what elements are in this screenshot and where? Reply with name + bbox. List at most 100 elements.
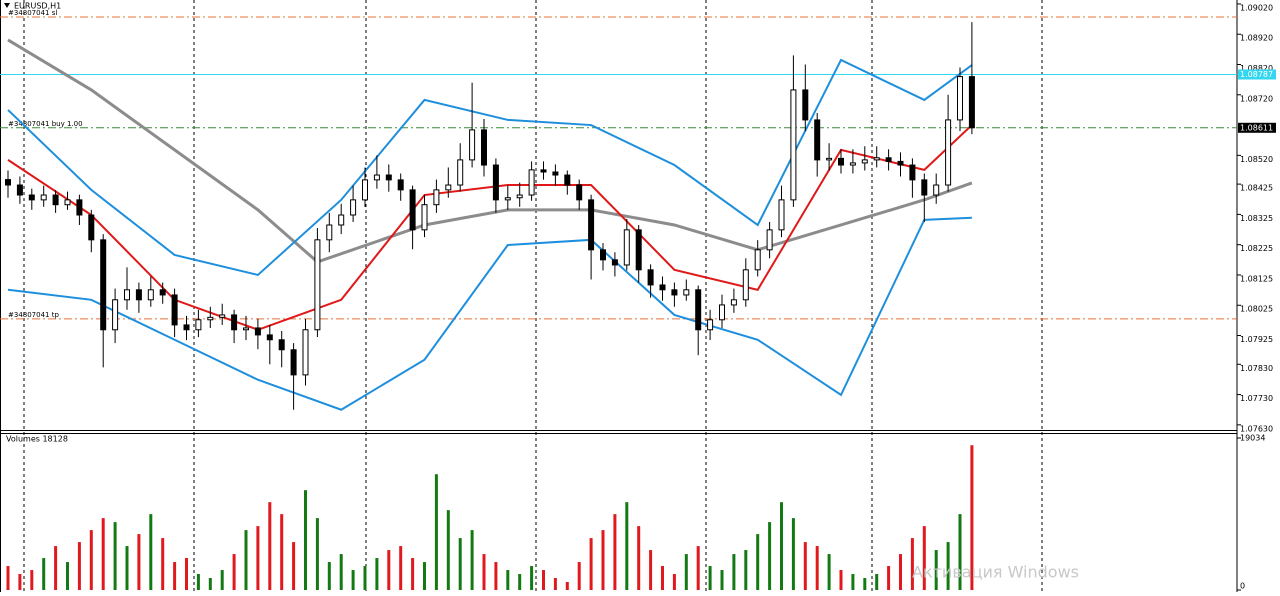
volume-bar	[173, 562, 177, 590]
candle-body	[243, 327, 249, 331]
volume-bar	[934, 550, 938, 590]
candle-body	[671, 289, 678, 296]
y-tick-label: 1.07630	[1240, 424, 1273, 433]
volume-bar	[756, 534, 760, 590]
candle-body	[695, 289, 702, 331]
candle-body	[433, 189, 440, 206]
volume-bar	[208, 578, 212, 590]
candle-body	[504, 197, 511, 201]
volume-bar	[518, 574, 522, 590]
volume-bar	[101, 518, 105, 590]
y-tick-label: 1.08425	[1240, 184, 1273, 193]
price-label-box	[1238, 69, 1276, 80]
volume-bar	[958, 514, 962, 590]
volume-bar	[375, 558, 379, 590]
candle-body	[719, 304, 725, 321]
volume-bar	[54, 546, 58, 590]
volume-bar	[292, 542, 296, 590]
candle-body	[754, 249, 761, 271]
volume-bar	[744, 550, 748, 590]
volume-bar	[232, 554, 236, 590]
volume-bar	[30, 570, 34, 590]
candle-body	[873, 157, 880, 161]
candle-body	[195, 319, 202, 331]
candle-body	[362, 179, 368, 201]
volume-bar	[720, 570, 724, 590]
volume-bar	[327, 562, 331, 590]
level-label: #34807041 sl	[8, 9, 57, 17]
candle-body	[861, 159, 868, 164]
y-tick-label: 1.08820	[1240, 64, 1273, 73]
candle-body	[135, 289, 142, 301]
indicator-line	[7, 216, 972, 411]
candle-body	[28, 194, 35, 201]
y-tick-label: 1.07730	[1240, 394, 1273, 403]
volume-bar	[946, 542, 950, 590]
candle-body	[64, 199, 71, 206]
volume-bar	[399, 546, 403, 590]
volume-bar	[649, 550, 653, 590]
candle-body	[183, 324, 190, 331]
volume-bar	[6, 566, 10, 590]
candle-body	[112, 299, 119, 331]
volume-bar	[530, 566, 534, 590]
volume-bar	[887, 566, 891, 590]
volume-bar	[661, 566, 664, 590]
candle-body	[552, 171, 559, 176]
y-tick-label: 1.08025	[1240, 305, 1273, 314]
volume-bar	[553, 578, 557, 590]
candle-body	[564, 174, 571, 186]
volume-bar	[434, 474, 438, 590]
volume-bar	[423, 562, 426, 590]
candle-body	[766, 229, 773, 251]
volume-bar	[458, 538, 462, 590]
indicator-line	[7, 58, 973, 277]
candle-body	[635, 229, 642, 271]
candle-body	[611, 259, 618, 266]
volume-bar	[113, 522, 117, 590]
volume-bar	[66, 562, 69, 590]
candle-body	[373, 174, 380, 181]
volume-bar	[922, 526, 926, 590]
volume-bar	[161, 538, 165, 590]
volume-bar	[137, 534, 141, 590]
candle-body	[231, 314, 238, 331]
volume-bar	[280, 514, 284, 590]
y-tick-label: 1.08720	[1240, 94, 1273, 103]
candle-body	[707, 319, 714, 331]
candle-body	[278, 339, 285, 351]
volume-bar	[220, 570, 224, 590]
volume-bar	[696, 546, 700, 590]
candle-body	[290, 349, 297, 376]
candle-body	[254, 327, 261, 336]
candle-body	[421, 204, 428, 231]
candle-body	[897, 160, 904, 166]
candle-body	[52, 194, 59, 206]
volume-bar	[863, 578, 867, 590]
candle-body	[147, 289, 154, 301]
candle-body	[100, 239, 107, 331]
y-tick-label: 1.08125	[1240, 274, 1273, 283]
candle-body	[933, 184, 940, 196]
volume-bar	[125, 546, 129, 590]
volume-bar	[827, 554, 831, 590]
candle-body	[326, 224, 333, 241]
candle-body	[350, 199, 357, 216]
price-label-box	[1238, 122, 1276, 133]
volume-bar	[780, 502, 783, 590]
candle-body	[647, 269, 654, 286]
volume-bar	[351, 570, 355, 590]
volume-bar	[601, 530, 605, 590]
candle-body	[76, 199, 83, 216]
volume-bar	[89, 530, 93, 590]
volume-bar	[470, 530, 474, 590]
time-separators	[23, 0, 1043, 592]
volume-bar	[577, 562, 581, 590]
volume-bar	[613, 514, 617, 590]
candle-body	[588, 199, 595, 251]
volume-bar	[768, 522, 772, 590]
candle-body	[802, 89, 809, 121]
candle-body	[849, 162, 856, 166]
